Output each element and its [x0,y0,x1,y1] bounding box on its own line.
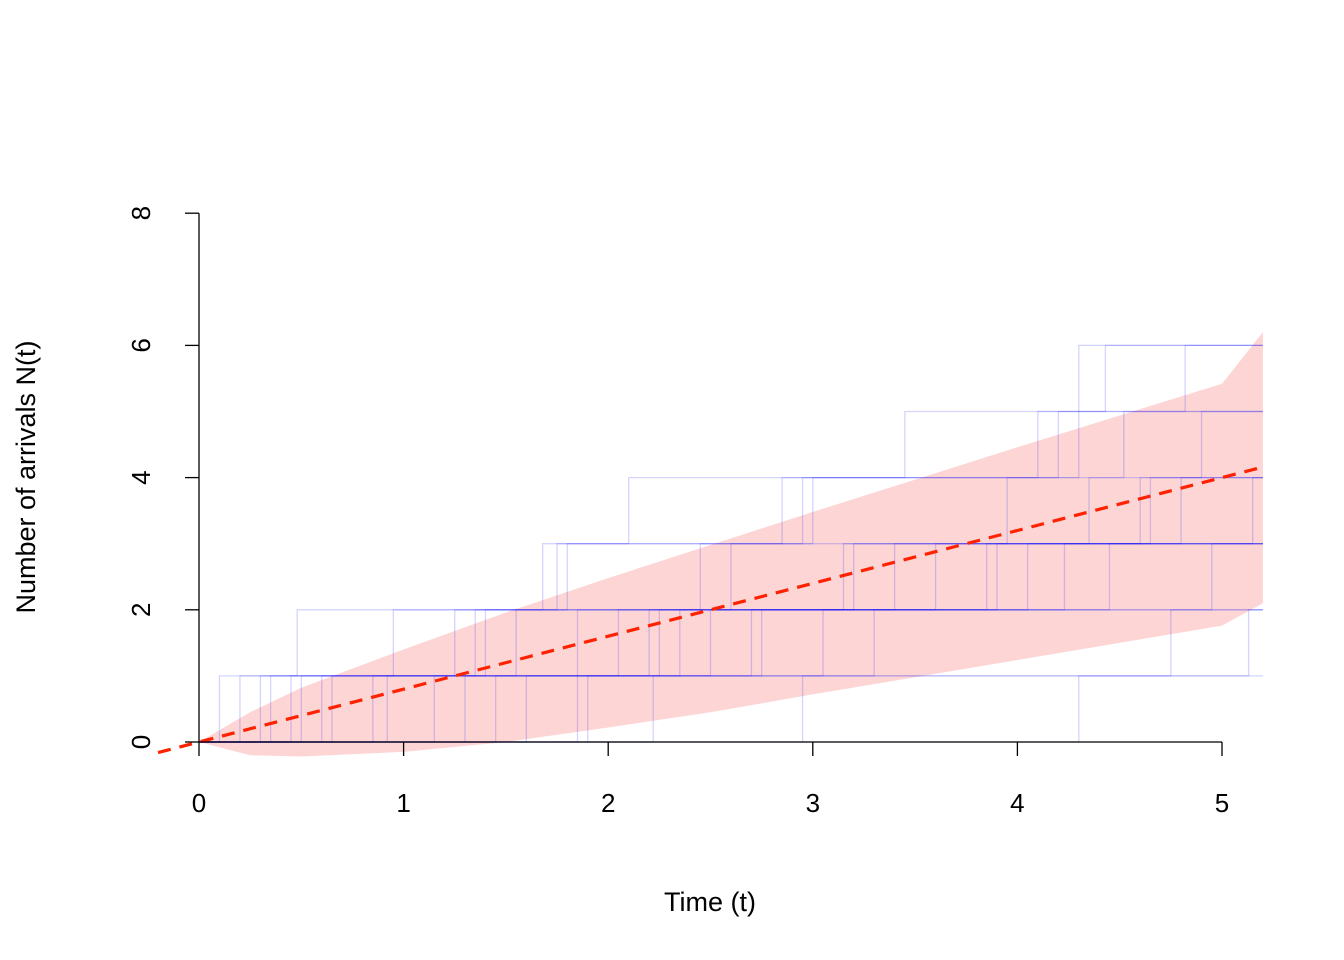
sample-path-12 [199,543,1263,743]
y-tick-label-2: 2 [126,603,156,617]
x-tick-label-4: 4 [1010,788,1024,818]
sample-path-2 [199,344,1263,743]
y-tick-label-0: 0 [126,735,156,749]
axes: 0 1 2 3 4 5 0 2 4 6 8 [126,206,1229,818]
y-tick-label-4: 4 [126,470,156,484]
sample-path-1 [199,344,1263,743]
x-tick-label-1: 1 [396,788,410,818]
confidence-band-layer [199,332,1263,757]
x-axis-title: Time (t) [664,887,756,917]
sample-path-9 [199,543,1263,743]
x-tick-label-2: 2 [601,788,615,818]
sample-path-10 [199,543,1263,743]
confidence-band [199,332,1263,757]
mean-line [157,465,1264,755]
x-tick-label-0: 0 [192,788,206,818]
sample-path-4 [199,410,1263,743]
y-tick-label-6: 6 [126,338,156,352]
sample-path-8 [199,476,1263,743]
sample-path-11 [199,543,1263,743]
x-tick-label-5: 5 [1215,788,1229,818]
series-layer [199,344,1263,743]
sample-path-17 [199,476,1263,743]
y-axis-title: Number of arrivals N(t) [11,340,41,613]
y-tick-label-8: 8 [126,206,156,220]
sample-path-13 [199,543,1263,743]
sample-path-18 [199,410,1263,743]
sample-path-5 [199,410,1263,743]
sample-path-3 [199,344,1263,743]
mean-line-layer [157,465,1264,755]
x-tick-label-3: 3 [806,788,820,818]
